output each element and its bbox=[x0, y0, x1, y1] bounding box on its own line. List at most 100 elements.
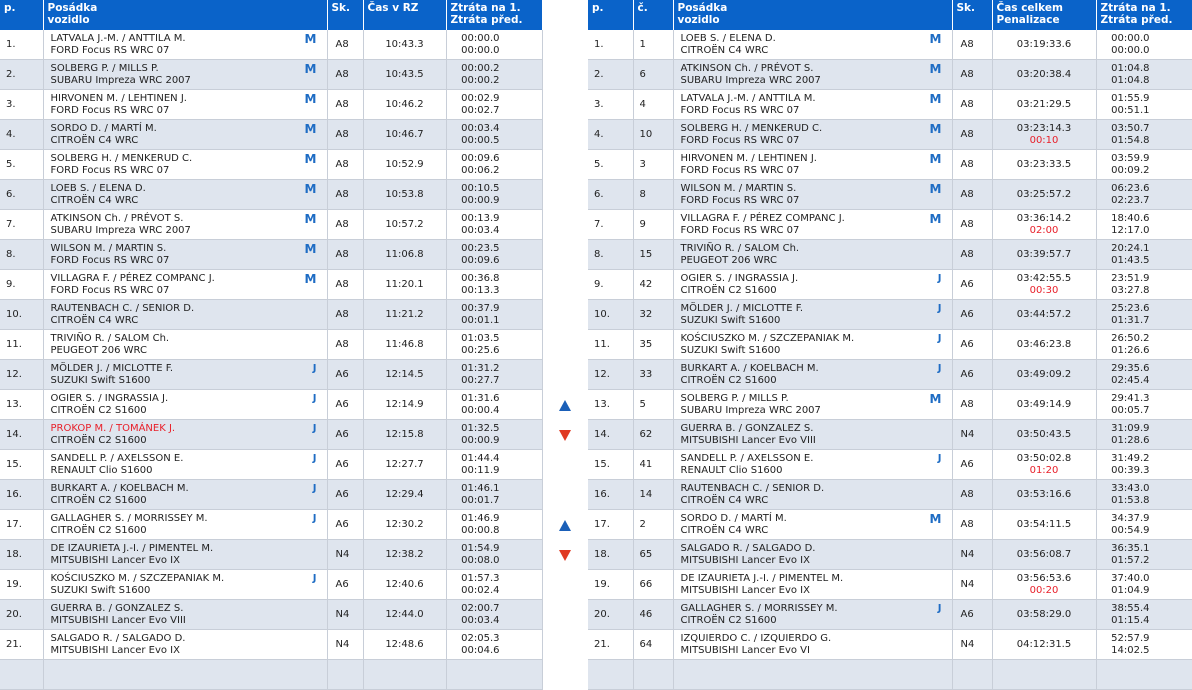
car-name: CITROËN C4 WRC bbox=[680, 44, 769, 56]
loss-to-first: 01:46.9 bbox=[461, 512, 500, 524]
crew-cell: SOLBERG H. / MENKERUD C. FORD Focus RS WR… bbox=[43, 149, 328, 180]
loss-to-previous: 01:04.8 bbox=[1111, 74, 1150, 86]
total-time-cell: 03:21:29.5 bbox=[992, 89, 1097, 120]
car-name: MITSUBISHI Lancer Evo IX bbox=[50, 644, 180, 656]
table-row[interactable]: 4. 10 SOLBERG H. / MENKERUD C. FORD Focus R… bbox=[588, 119, 1192, 150]
table-row[interactable]: 10. RAUTENBACH C. / SENIOR D. CITROËN C4 W… bbox=[0, 299, 543, 330]
loss-to-first: 00:03.4 bbox=[461, 122, 500, 134]
table-row[interactable]: 5. SOLBERG H. / MENKERUD C. FORD Focus RS … bbox=[0, 149, 543, 180]
table-row[interactable]: 18. DE IZAURIETA J.-I. / PIMENTEL M. MITSU… bbox=[0, 539, 543, 570]
table-row[interactable]: 3. HIRVONEN M. / LEHTINEN J. FORD Focus RS… bbox=[0, 89, 543, 120]
table-row[interactable]: 18. 65 SALGADO R. / SALGADO D. MITSUBISHI L… bbox=[588, 539, 1192, 570]
position: 19. bbox=[594, 578, 610, 590]
table-row[interactable]: 19. KOŚCIUSZKO M. / SZCZEPANIAK M. SUZUKI … bbox=[0, 569, 543, 600]
table-row[interactable]: 12. MÖLDER J. / MICLOTTE F. SUZUKI Swift S… bbox=[0, 359, 543, 390]
loss-cell: 33:43.0 01:53.8 bbox=[1096, 479, 1192, 510]
loss-to-first: 00:36.8 bbox=[461, 272, 500, 284]
position: 2. bbox=[6, 68, 16, 80]
start-number-cell: 6 bbox=[633, 59, 674, 90]
table-row[interactable]: 11. TRIVIÑO R. / SALOM Ch. PEUGEOT 206 WRC… bbox=[0, 329, 543, 360]
table-row[interactable]: 8. 15 TRIVIÑO R. / SALOM Ch. PEUGEOT 206 WR… bbox=[588, 239, 1192, 270]
table-row[interactable]: 10. 32 MÖLDER J. / MICLOTTE F. SUZUKI Swift… bbox=[588, 299, 1192, 330]
class-cell: A8 bbox=[952, 479, 993, 510]
stage-time-cell: 12:15.8 bbox=[363, 419, 447, 450]
table-row[interactable]: 16. BURKART A. / KOELBACH M. CITROËN C2 S1… bbox=[0, 479, 543, 510]
loss-to-first: 26:50.2 bbox=[1111, 332, 1150, 344]
total-time: 03:49:14.9 bbox=[1016, 398, 1072, 410]
position-cell: 7. bbox=[0, 209, 44, 240]
loss-to-previous: 00:03.4 bbox=[461, 614, 500, 626]
table-row[interactable]: 20. GUERRA B. / GONZALEZ S. MITSUBISHI Lan… bbox=[0, 599, 543, 630]
table-row[interactable]: 21. 64 IZQUIERDO C. / IZQUIERDO G. MITSUBIS… bbox=[588, 629, 1192, 660]
table-row[interactable]: 5. 3 HIRVONEN M. / LEHTINEN J. FORD Focus R… bbox=[588, 149, 1192, 180]
position-cell: 19. bbox=[0, 569, 44, 600]
table-row[interactable]: 9. VILLAGRA F. / PÉREZ COMPANC J. FORD Foc… bbox=[0, 269, 543, 300]
total-time-cell: 03:49:14.9 bbox=[992, 389, 1097, 420]
table-row[interactable]: 1. LATVALA J.-M. / ANTTILA M. FORD Focus R… bbox=[0, 30, 543, 60]
table-row[interactable]: 16. 14 RAUTENBACH C. / SENIOR D. CITROËN C4… bbox=[588, 479, 1192, 510]
table-row[interactable]: 2. 6 ATKINSON Ch. / PRÉVOT S. SUBARU Imprez… bbox=[588, 59, 1192, 90]
start-number: 1 bbox=[639, 38, 646, 50]
crew-cell: SORDO D. / MARTÍ M. CITROËN C4 WRC M bbox=[673, 509, 953, 540]
start-number: 2 bbox=[639, 518, 646, 530]
class-cell: A8 bbox=[952, 89, 993, 120]
table-row[interactable]: 6. LOEB S. / ELENA D. CITROËN C4 WRC M A8 10:… bbox=[0, 179, 543, 210]
table-row[interactable]: 12. 33 BURKART A. / KOELBACH M. CITROËN C2 … bbox=[588, 359, 1192, 390]
position: 16. bbox=[594, 488, 610, 500]
table-row-partial bbox=[0, 659, 543, 690]
table-row[interactable]: 2. SOLBERG P. / MILLS P. SUBARU Impreza WR… bbox=[0, 59, 543, 90]
position-cell: 7. bbox=[588, 209, 634, 240]
category-badge: M bbox=[304, 32, 317, 46]
loss-to-first: 00:00.0 bbox=[1111, 32, 1150, 44]
table-row[interactable]: 21. SALGADO R. / SALGADO D. MITSUBISHI Lan… bbox=[0, 629, 543, 660]
loss-cell: 01:32.5 00:00.9 bbox=[446, 419, 543, 450]
stage-time: 11:21.2 bbox=[385, 308, 424, 320]
loss-cell: 34:37.9 00:54.9 bbox=[1096, 509, 1192, 540]
table-row[interactable]: 3. 4 LATVALA J.-M. / ANTTILA M. FORD Focus … bbox=[588, 89, 1192, 120]
total-time: 03:23:14.3 bbox=[1016, 122, 1072, 134]
table-row[interactable]: 4. SORDO D. / MARTÍ M. CITROËN C4 WRC M A8 10… bbox=[0, 119, 543, 150]
stage-time: 10:43.3 bbox=[385, 38, 424, 50]
loss-to-previous: 00:11.9 bbox=[461, 464, 500, 476]
total-time: 03:49:09.2 bbox=[1016, 368, 1072, 380]
stage-time: 12:14.5 bbox=[385, 368, 424, 380]
table-row[interactable]: 7. 9 VILLAGRA F. / PÉREZ COMPANC J. FORD Fo… bbox=[588, 209, 1192, 240]
start-number-cell: 3 bbox=[633, 149, 674, 180]
position-cell: 11. bbox=[588, 329, 634, 360]
class-cell: A8 bbox=[327, 329, 364, 360]
header-crew: Posádka vozidlo bbox=[673, 0, 953, 30]
total-time: 03:21:29.5 bbox=[1016, 98, 1072, 110]
loss-to-first: 00:00.0 bbox=[461, 32, 500, 44]
table-row[interactable]: 20. 46 GALLAGHER S. / MORRISSEY M. CITROËN … bbox=[588, 599, 1192, 630]
table-row[interactable]: 13. OGIER S. / INGRASSIA J. CITROËN C2 S16… bbox=[0, 389, 543, 420]
table-row[interactable]: 17. GALLAGHER S. / MORRISSEY M. CITROËN C2… bbox=[0, 509, 543, 540]
position-cell: 9. bbox=[0, 269, 44, 300]
category-badge: J bbox=[937, 453, 942, 464]
position-cell: 21. bbox=[0, 629, 44, 660]
crew-cell: SALGADO R. / SALGADO D. MITSUBISHI Lancer… bbox=[673, 539, 953, 570]
table-row[interactable]: 14. 62 GUERRA B. / GONZALEZ S. MITSUBISHI L… bbox=[588, 419, 1192, 450]
table-row[interactable]: 7. ATKINSON Ch. / PRÉVOT S. SUBARU Impreza… bbox=[0, 209, 543, 240]
table-row[interactable]: 15. SANDELL P. / AXELSSON E. RENAULT Clio … bbox=[0, 449, 543, 480]
table-row[interactable]: 19. 66 DE IZAURIETA J.-I. / PIMENTEL M. MIT… bbox=[588, 569, 1192, 600]
car-name: CITROËN C2 S1600 bbox=[50, 434, 147, 446]
total-time: 03:20:38.4 bbox=[1016, 68, 1072, 80]
loss-cell: 01:04.8 01:04.8 bbox=[1096, 59, 1192, 90]
total-time-cell: 03:23:14.3 00:10 bbox=[992, 119, 1097, 150]
table-row[interactable]: 13. 5 SOLBERG P. / MILLS P. SUBARU Impreza … bbox=[588, 389, 1192, 420]
arrow-down-icon bbox=[559, 550, 571, 561]
class-cell: A8 bbox=[952, 119, 993, 150]
table-row[interactable]: 11. 35 KOŚCIUSZKO M. / SZCZEPANIAK M. SUZUK… bbox=[588, 329, 1192, 360]
table-row[interactable]: 1. 1 LOEB S. / ELENA D. CITROËN C4 WRC M A8 03… bbox=[588, 30, 1192, 60]
class: A6 bbox=[960, 338, 974, 350]
table-row[interactable]: 14. PROKOP M. / TOMÁNEK J. CITROËN C2 S160… bbox=[0, 419, 543, 450]
table-row[interactable]: 8. WILSON M. / MARTIN S. FORD Focus RS WRC… bbox=[0, 239, 543, 270]
stage-time: 12:14.9 bbox=[385, 398, 424, 410]
table-row[interactable]: 6. 8 WILSON M. / MARTIN S. FORD Focus RS WR… bbox=[588, 179, 1192, 210]
table-row[interactable]: 9. 42 OGIER S. / INGRASSIA J. CITROËN C2 S1… bbox=[588, 269, 1192, 300]
position-cell: 18. bbox=[588, 539, 634, 570]
table-row[interactable]: 15. 41 SANDELL P. / AXELSSON E. RENAULT Cli… bbox=[588, 449, 1192, 480]
table-row[interactable]: 17. 2 SORDO D. / MARTÍ M. CITROËN C4 WRC M A8… bbox=[588, 509, 1192, 540]
loss-cell: 31:49.2 00:39.3 bbox=[1096, 449, 1192, 480]
position: 15. bbox=[6, 458, 22, 470]
